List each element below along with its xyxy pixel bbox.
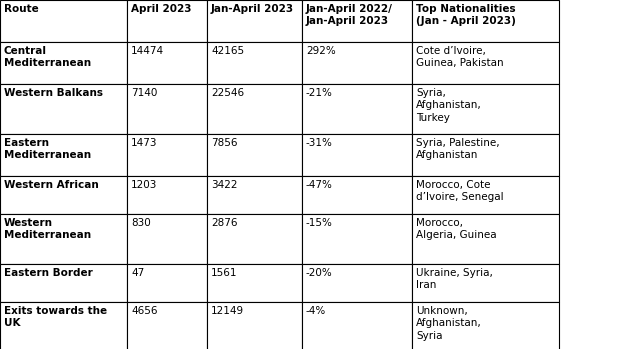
Text: 14474: 14474 <box>131 46 164 56</box>
Bar <box>302 264 412 302</box>
Bar <box>207 302 302 349</box>
Bar <box>412 84 559 134</box>
Text: -15%: -15% <box>306 218 333 228</box>
Text: 1561: 1561 <box>211 268 237 278</box>
Bar <box>0 42 127 84</box>
Bar <box>412 264 559 302</box>
Text: 42165: 42165 <box>211 46 244 56</box>
Bar <box>127 264 207 302</box>
Bar <box>302 0 412 42</box>
Text: 292%: 292% <box>306 46 336 56</box>
Text: Syria, Palestine,
Afghanistan: Syria, Palestine, Afghanistan <box>416 138 500 161</box>
Bar <box>412 42 559 84</box>
Text: 4656: 4656 <box>131 306 157 316</box>
Bar <box>302 84 412 134</box>
Text: -31%: -31% <box>306 138 333 148</box>
Bar <box>127 42 207 84</box>
Bar <box>127 302 207 349</box>
Text: 47: 47 <box>131 268 144 278</box>
Text: -47%: -47% <box>306 180 333 190</box>
Text: 2876: 2876 <box>211 218 237 228</box>
Bar <box>412 0 559 42</box>
Text: Morocco, Cote
d’Ivoire, Senegal: Morocco, Cote d’Ivoire, Senegal <box>416 180 503 202</box>
Bar <box>412 302 559 349</box>
Bar <box>412 214 559 264</box>
Text: 7140: 7140 <box>131 88 157 98</box>
Text: 12149: 12149 <box>211 306 244 316</box>
Text: Exits towards the
UK: Exits towards the UK <box>4 306 107 328</box>
Text: Eastern Border: Eastern Border <box>4 268 93 278</box>
Bar <box>207 134 302 176</box>
Text: Central
Mediterranean: Central Mediterranean <box>4 46 91 68</box>
Text: Syria,
Afghanistan,
Turkey: Syria, Afghanistan, Turkey <box>416 88 482 123</box>
Bar <box>0 176 127 214</box>
Text: -21%: -21% <box>306 88 333 98</box>
Bar <box>207 176 302 214</box>
Bar <box>0 302 127 349</box>
Text: 1473: 1473 <box>131 138 157 148</box>
Text: Jan-April 2022/
Jan-April 2023: Jan-April 2022/ Jan-April 2023 <box>306 4 393 27</box>
Text: Western
Mediterranean: Western Mediterranean <box>4 218 91 240</box>
Text: Western African: Western African <box>4 180 99 190</box>
Text: Ukraine, Syria,
Iran: Ukraine, Syria, Iran <box>416 268 493 290</box>
Bar <box>0 214 127 264</box>
Bar <box>127 214 207 264</box>
Bar <box>302 302 412 349</box>
Text: Jan-April 2023: Jan-April 2023 <box>211 4 294 14</box>
Text: Morocco,
Algeria, Guinea: Morocco, Algeria, Guinea <box>416 218 497 240</box>
Text: -4%: -4% <box>306 306 326 316</box>
Bar <box>0 264 127 302</box>
Bar <box>207 214 302 264</box>
Text: 830: 830 <box>131 218 151 228</box>
Text: 7856: 7856 <box>211 138 237 148</box>
Text: Eastern
Mediterranean: Eastern Mediterranean <box>4 138 91 161</box>
Text: Top Nationalities
(Jan - April 2023): Top Nationalities (Jan - April 2023) <box>416 4 516 27</box>
Bar <box>0 84 127 134</box>
Bar <box>412 176 559 214</box>
Bar <box>127 176 207 214</box>
Bar <box>302 134 412 176</box>
Text: -20%: -20% <box>306 268 333 278</box>
Bar <box>302 176 412 214</box>
Bar <box>127 0 207 42</box>
Text: 22546: 22546 <box>211 88 244 98</box>
Text: 3422: 3422 <box>211 180 237 190</box>
Bar <box>207 42 302 84</box>
Text: April 2023: April 2023 <box>131 4 192 14</box>
Bar <box>207 84 302 134</box>
Bar <box>0 0 127 42</box>
Bar <box>127 134 207 176</box>
Bar <box>207 264 302 302</box>
Text: Western Balkans: Western Balkans <box>4 88 103 98</box>
Text: Route: Route <box>4 4 38 14</box>
Bar <box>412 134 559 176</box>
Bar <box>127 84 207 134</box>
Text: Cote d’Ivoire,
Guinea, Pakistan: Cote d’Ivoire, Guinea, Pakistan <box>416 46 503 68</box>
Bar <box>0 134 127 176</box>
Bar <box>207 0 302 42</box>
Bar <box>302 214 412 264</box>
Bar <box>302 42 412 84</box>
Text: 1203: 1203 <box>131 180 157 190</box>
Text: Unknown,
Afghanistan,
Syria: Unknown, Afghanistan, Syria <box>416 306 482 341</box>
